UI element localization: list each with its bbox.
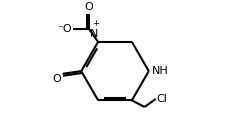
- Text: NH: NH: [151, 66, 168, 76]
- Text: ⁻O: ⁻O: [57, 24, 72, 34]
- Text: +: +: [92, 19, 99, 28]
- Text: O: O: [52, 74, 61, 84]
- Text: Cl: Cl: [156, 94, 166, 104]
- Text: O: O: [84, 2, 93, 12]
- Text: N: N: [89, 29, 98, 39]
